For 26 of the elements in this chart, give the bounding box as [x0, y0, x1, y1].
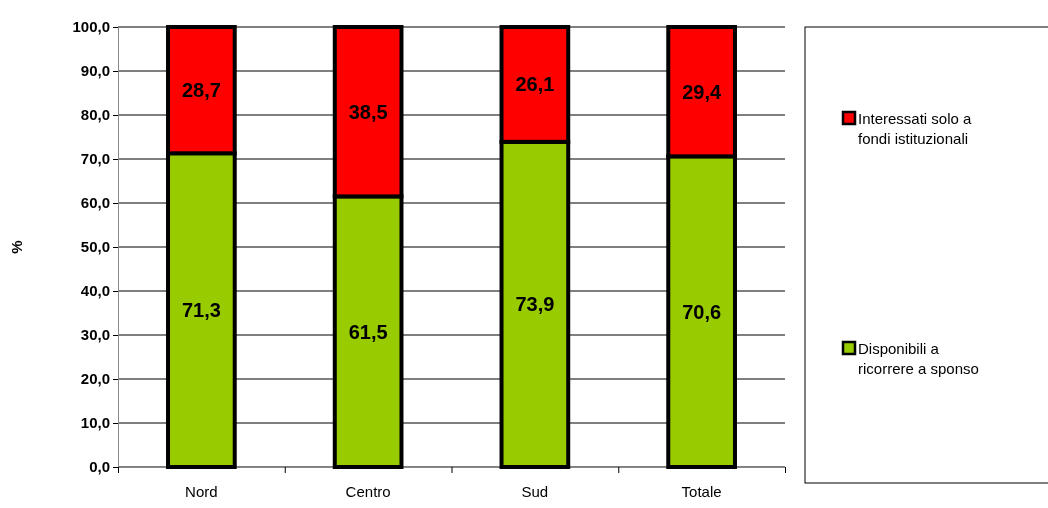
- data-label: 38,5: [348, 100, 388, 123]
- x-tick-label: Totale: [681, 483, 722, 500]
- y-tick-label: 30,0: [80, 326, 110, 344]
- legend-label: Interessati solo a fondi istituzionali: [858, 110, 973, 147]
- y-tick-label: 50,0: [80, 238, 110, 256]
- legend-label: Disponibili a ricorrere a sponso: [858, 340, 979, 377]
- x-tick-label: Nord: [185, 483, 218, 500]
- y-tick-label: 0,0: [89, 458, 110, 476]
- y-tick-label: 80,0: [80, 106, 110, 124]
- data-label: 61,5: [348, 320, 388, 343]
- x-tick-label: Centro: [345, 483, 391, 500]
- data-label: 70,6: [682, 300, 722, 323]
- y-tick-label: 40,0: [80, 282, 110, 300]
- y-tick-label: 90,0: [80, 62, 110, 80]
- y-tick-label: 10,0: [80, 414, 110, 432]
- data-label: 26,1: [515, 73, 555, 96]
- data-label: 29,4: [682, 80, 722, 103]
- data-label: 71,3: [181, 299, 221, 322]
- y-tick-label: 100,0: [72, 18, 110, 36]
- x-tick-label: Sud: [521, 483, 549, 500]
- data-label: 73,9: [515, 293, 555, 316]
- y-tick-label: 70,0: [80, 150, 110, 168]
- data-label: 28,7: [181, 79, 221, 102]
- y-axis-title: %: [8, 240, 25, 254]
- y-tick-label: 60,0: [80, 194, 110, 212]
- y-tick-label: 20,0: [80, 370, 110, 388]
